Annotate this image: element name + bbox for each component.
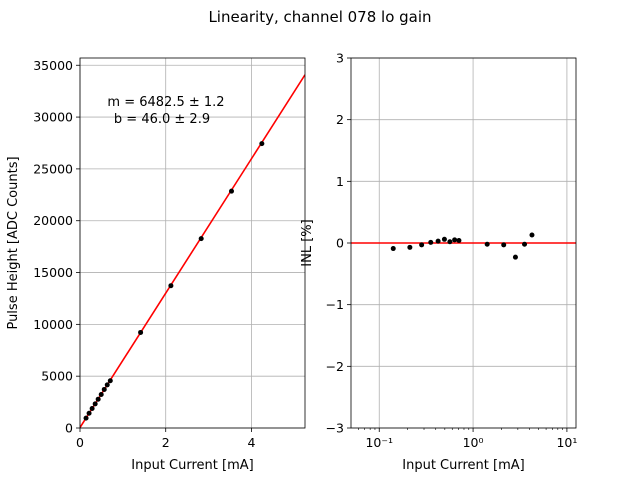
y-tick-label: −1 bbox=[326, 297, 344, 312]
data-point bbox=[419, 242, 425, 248]
data-point bbox=[104, 382, 110, 388]
y-tick-label: 3 bbox=[336, 51, 344, 66]
data-point bbox=[198, 236, 204, 242]
y-tick-label: 25000 bbox=[33, 161, 73, 176]
data-point bbox=[522, 241, 528, 247]
y-tick-label: 30000 bbox=[33, 110, 73, 125]
data-point bbox=[428, 239, 434, 245]
y-tick-label: 1 bbox=[336, 174, 344, 189]
x-tick-label: 10¹ bbox=[556, 435, 577, 450]
y-tick-label: −2 bbox=[326, 359, 344, 374]
data-point bbox=[512, 254, 518, 260]
x-axis-label: Input Current [mA] bbox=[402, 458, 524, 473]
data-point bbox=[168, 283, 174, 289]
data-point bbox=[101, 386, 107, 392]
pulse-height-axes: 0 2 4 0 5000 10000 15000 20000 25000 30000 35000 In… bbox=[6, 57, 306, 473]
y-tick-label: −3 bbox=[326, 421, 344, 436]
data-point bbox=[86, 410, 92, 416]
data-point bbox=[441, 236, 447, 242]
fit-line bbox=[80, 74, 305, 428]
data-point bbox=[98, 392, 104, 398]
data-point bbox=[435, 238, 441, 244]
data-point bbox=[138, 329, 144, 335]
data-point bbox=[501, 242, 507, 248]
data-point bbox=[83, 415, 89, 421]
x-axis-label: Input Current [mA] bbox=[131, 458, 253, 473]
x-tick-label: 10⁰ bbox=[463, 435, 484, 450]
y-axis-label: INL [%] bbox=[300, 219, 315, 266]
y-tick-label: 10000 bbox=[33, 317, 73, 332]
inl-axes: 10⁻¹ 10⁰ 10¹ −3 −2 −1 0 1 2 3 Input Current [mA] IN… bbox=[300, 51, 577, 474]
y-axis-label: Pulse Height [ADC Counts] bbox=[6, 156, 21, 329]
y-tick-label: 2 bbox=[336, 112, 344, 127]
y-tick-label: 35000 bbox=[33, 58, 73, 73]
x-tick-label: 0 bbox=[76, 435, 84, 450]
x-tick-label: 2 bbox=[162, 435, 170, 450]
y-tick-label: 20000 bbox=[33, 213, 73, 228]
y-tick-label: 5000 bbox=[41, 369, 73, 384]
data-point bbox=[259, 141, 265, 147]
data-point bbox=[95, 396, 101, 402]
data-point bbox=[92, 401, 98, 407]
x-tick-label: 4 bbox=[247, 435, 255, 450]
data-point bbox=[229, 188, 234, 194]
data-point bbox=[89, 406, 95, 412]
data-point bbox=[407, 244, 413, 250]
figure-title: Linearity, channel 078 lo gain bbox=[208, 8, 431, 26]
data-point bbox=[529, 232, 535, 238]
y-tick-label: 15000 bbox=[33, 265, 73, 280]
y-tick-label: 0 bbox=[65, 421, 73, 436]
plot-area bbox=[351, 232, 576, 260]
data-point bbox=[447, 239, 453, 245]
plot-area bbox=[80, 74, 305, 428]
data-point bbox=[107, 378, 113, 384]
intercept-annotation: b = 46.0 ± 2.9 bbox=[114, 112, 210, 127]
data-point bbox=[390, 246, 396, 252]
data-point bbox=[452, 237, 458, 243]
y-tick-label: 0 bbox=[336, 236, 344, 251]
axes-frame bbox=[79, 57, 306, 429]
data-point bbox=[484, 241, 490, 247]
x-tick-label: 10⁻¹ bbox=[365, 435, 393, 450]
data-point bbox=[456, 238, 462, 244]
slope-annotation: m = 6482.5 ± 1.2 bbox=[107, 95, 224, 110]
